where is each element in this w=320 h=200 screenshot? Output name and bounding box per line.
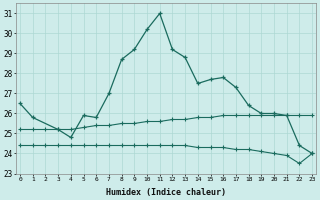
- X-axis label: Humidex (Indice chaleur): Humidex (Indice chaleur): [106, 188, 226, 197]
